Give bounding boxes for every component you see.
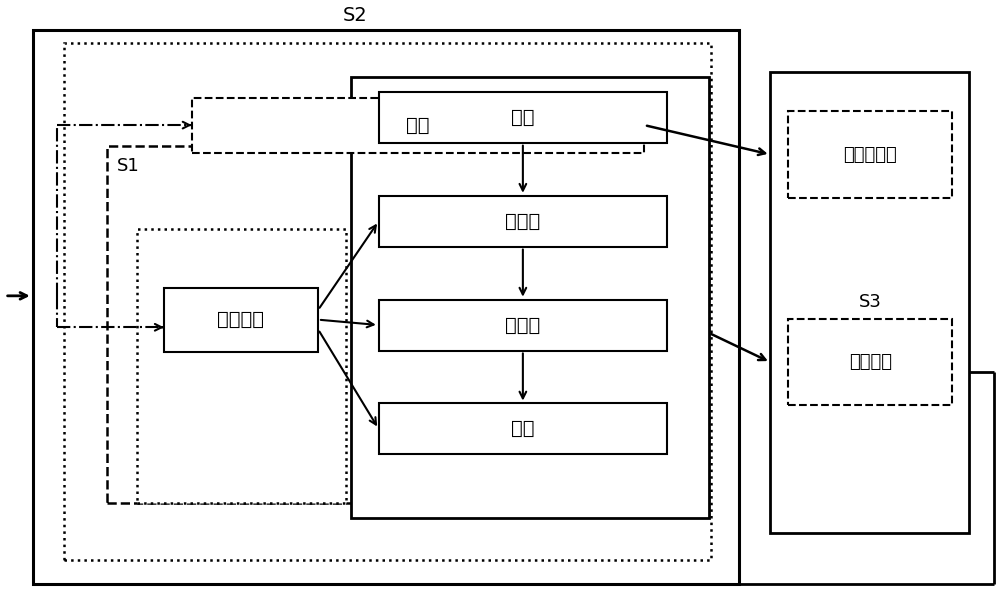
Bar	[379, 300, 667, 351]
Bar	[788, 111, 952, 198]
Text: 动态逆控制: 动态逆控制	[844, 146, 897, 163]
Text: 速度: 速度	[406, 115, 430, 134]
Text: S2: S2	[343, 6, 368, 25]
Text: 执行机构: 执行机构	[217, 310, 264, 329]
Bar	[164, 288, 318, 351]
Text: 高度: 高度	[511, 108, 535, 126]
Text: 反步控制: 反步控制	[849, 353, 892, 371]
Bar	[107, 146, 391, 503]
Bar	[379, 91, 667, 142]
Bar	[192, 98, 644, 152]
Text: 攻角: 攻角	[511, 419, 535, 438]
Text: S1: S1	[117, 157, 140, 176]
Bar	[351, 77, 709, 518]
Bar	[379, 196, 667, 247]
Bar	[379, 403, 667, 454]
Bar	[33, 30, 739, 584]
Bar	[770, 72, 969, 533]
Bar	[137, 229, 346, 503]
Text: S3: S3	[858, 293, 881, 311]
Text: 航迹角: 航迹角	[505, 212, 540, 231]
Bar	[788, 319, 952, 405]
Bar	[64, 43, 711, 560]
Text: 俯仰角: 俯仰角	[505, 316, 540, 335]
